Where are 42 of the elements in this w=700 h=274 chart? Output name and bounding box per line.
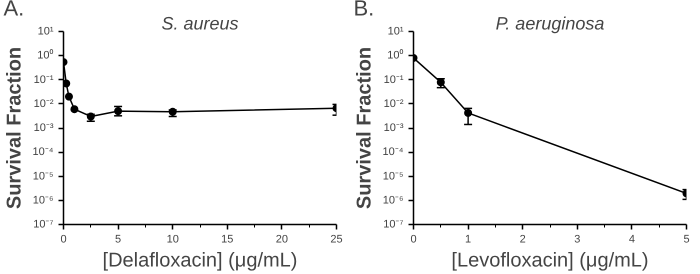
x-tick-label: 10 <box>166 234 179 246</box>
y-tick-label: 10⁻⁵ <box>382 170 404 182</box>
y-tick-label: 10⁻³ <box>384 122 404 134</box>
x-tick-label: 0 <box>410 234 417 246</box>
y-tick-label: 10⁻² <box>34 98 54 110</box>
point <box>70 105 78 114</box>
y-tick-label: 10⁻⁷ <box>383 218 404 230</box>
y-tick-label: 10⁰ <box>387 48 404 62</box>
x-tick-label: 1 <box>465 234 472 246</box>
x-tick-label: 2 <box>520 234 526 246</box>
chart-title: S. aureus <box>161 14 239 34</box>
y-tick-label: 10⁻³ <box>34 122 54 134</box>
x-tick-label: 25 <box>330 234 343 246</box>
x-tick-label: 4 <box>628 234 635 246</box>
point <box>64 92 73 101</box>
y-tick-label: 10¹ <box>38 26 54 38</box>
y-tick-label: 10⁰ <box>37 48 54 62</box>
y-tick-label: 10⁻⁵ <box>32 170 54 182</box>
x-tick-label: 20 <box>276 234 288 246</box>
point <box>86 112 95 120</box>
y-tick-label: 10⁻⁴ <box>32 146 54 158</box>
x-tick-label: 0 <box>60 234 67 246</box>
y-tick-label: 10⁻⁶ <box>32 194 54 206</box>
y-tick-label: 10⁻² <box>384 98 404 110</box>
y-axis-title: Survival Fraction <box>4 46 26 210</box>
x-tick-label: 5 <box>683 234 690 246</box>
text: B. <box>354 0 374 20</box>
x-tick-label: 5 <box>115 234 122 246</box>
x-axis-title: [Levofloxacin] (μg/mL) <box>451 250 649 272</box>
text: A. <box>4 0 24 20</box>
y-tick-label: 10⁻⁷ <box>33 218 54 230</box>
x-axis-title: [Delafloxacin] (μg/mL) <box>102 250 298 272</box>
x-tick-label: 15 <box>221 234 234 246</box>
y-tick-label: 10¹ <box>388 26 404 38</box>
y-tick-label: 10⁻¹ <box>34 74 54 86</box>
chart-title: P. aeruginosa <box>496 14 604 34</box>
y-tick-label: 10⁻⁴ <box>382 146 404 158</box>
y-tick-label: 10⁻⁶ <box>382 194 404 206</box>
x-tick-label: 3 <box>574 234 580 246</box>
y-axis-title: Survival Fraction <box>354 46 376 210</box>
point <box>64 79 70 88</box>
y-tick-label: 10⁻¹ <box>384 74 404 86</box>
